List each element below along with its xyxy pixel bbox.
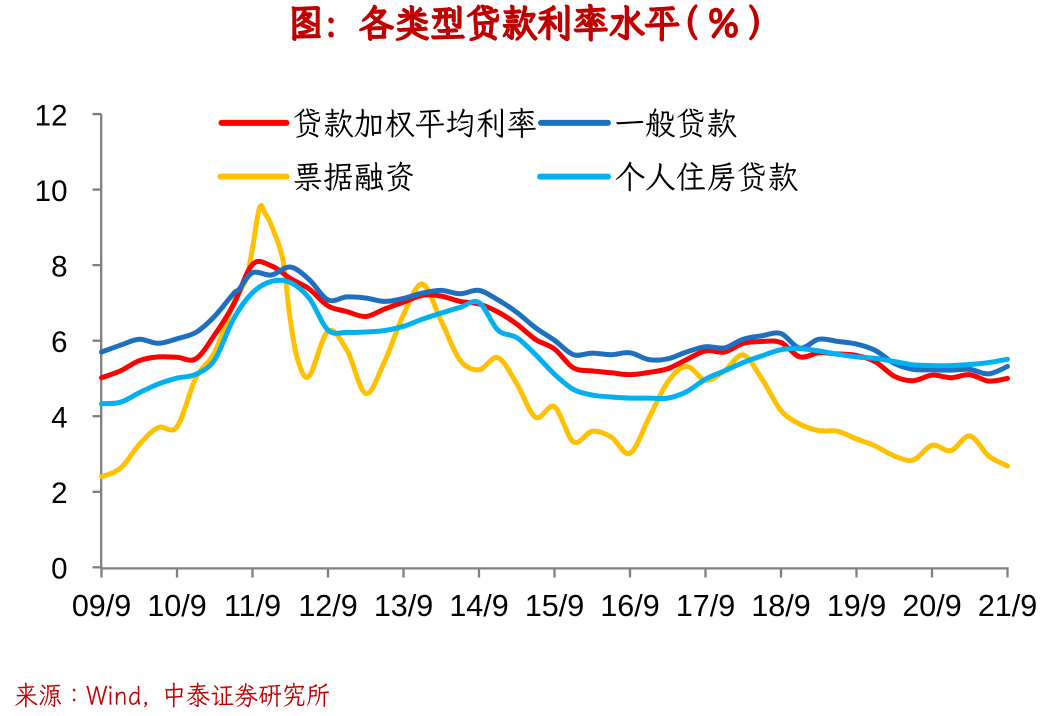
svg-text:15/9: 15/9 xyxy=(525,589,584,623)
svg-text:12/9: 12/9 xyxy=(298,589,357,623)
svg-text:8: 8 xyxy=(51,250,67,283)
svg-text:21/9: 21/9 xyxy=(978,589,1037,623)
svg-text:6: 6 xyxy=(51,326,67,359)
svg-text:20/9: 20/9 xyxy=(902,589,961,623)
svg-text:18/9: 18/9 xyxy=(751,589,810,623)
svg-text:4: 4 xyxy=(51,401,67,434)
svg-text:13/9: 13/9 xyxy=(374,589,433,623)
svg-text:14/9: 14/9 xyxy=(449,589,508,623)
svg-text:0: 0 xyxy=(51,553,67,586)
svg-text:12: 12 xyxy=(35,99,68,132)
svg-text:17/9: 17/9 xyxy=(676,589,735,623)
svg-text:09/9: 09/9 xyxy=(72,589,131,623)
svg-text:10/9: 10/9 xyxy=(147,589,206,623)
svg-text:19/9: 19/9 xyxy=(827,589,886,623)
svg-text:2: 2 xyxy=(51,477,67,510)
svg-text:16/9: 16/9 xyxy=(600,589,659,623)
svg-text:11/9: 11/9 xyxy=(224,589,281,623)
svg-text:10: 10 xyxy=(35,175,68,208)
